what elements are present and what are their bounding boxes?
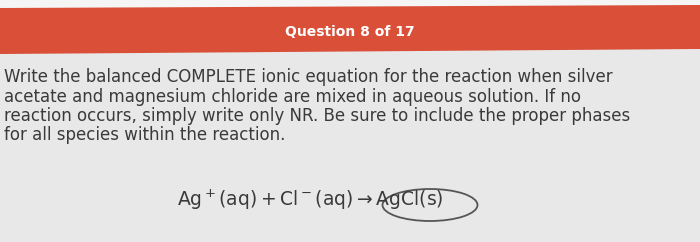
Text: Write the balanced COMPLETE ionic equation for the reaction when silver: Write the balanced COMPLETE ionic equati… bbox=[4, 68, 612, 86]
Text: $\mathrm{Ag^+(aq) + Cl^-(aq) \rightarrow AgCl(s)}$: $\mathrm{Ag^+(aq) + Cl^-(aq) \rightarrow… bbox=[176, 188, 443, 212]
Text: acetate and magnesium chloride are mixed in aqueous solution. If no: acetate and magnesium chloride are mixed… bbox=[4, 88, 581, 106]
Text: Question 8 of 17: Question 8 of 17 bbox=[285, 25, 415, 39]
FancyBboxPatch shape bbox=[0, 0, 700, 8]
Polygon shape bbox=[0, 5, 700, 54]
Text: for all species within the reaction.: for all species within the reaction. bbox=[4, 127, 286, 144]
Text: reaction occurs, simply write only NR. Be sure to include the proper phases: reaction occurs, simply write only NR. B… bbox=[4, 107, 630, 125]
